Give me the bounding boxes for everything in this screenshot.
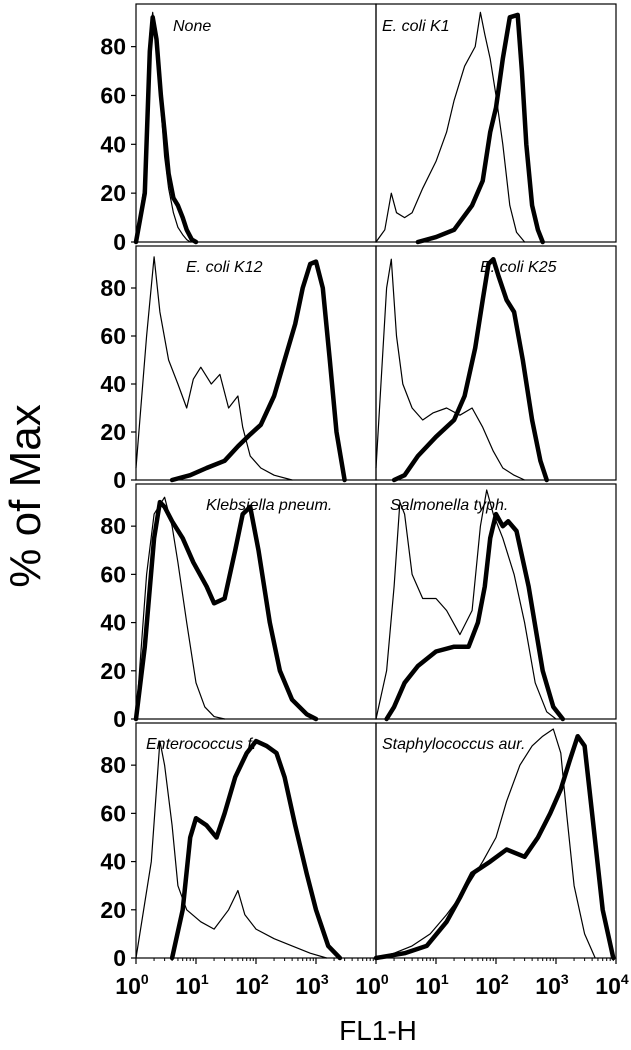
x-tick-label: 101 xyxy=(175,971,209,999)
panel-3: E. coli K12 xyxy=(135,245,377,483)
panel-frame xyxy=(375,245,617,481)
series-line-thick xyxy=(169,259,347,483)
series-line-thick xyxy=(373,733,616,961)
panel-4: E. coli K25 xyxy=(375,245,617,483)
y-tick-label: 0 xyxy=(113,945,126,971)
series-line-thick xyxy=(169,738,343,961)
y-tick-label: 0 xyxy=(113,229,126,255)
series-line-thin xyxy=(375,11,526,243)
panel-frame xyxy=(375,483,617,720)
y-tick-label: 40 xyxy=(100,849,126,875)
y-tick-label: 20 xyxy=(100,419,126,445)
x-tick-label: 100 xyxy=(355,971,389,999)
panels-group: None E. coli K1 E. coli K12 E. coli K25 Kleb… xyxy=(133,3,617,961)
y-tick-label: 40 xyxy=(100,610,126,636)
y-axis-title: % of Max xyxy=(1,404,50,587)
y-tick-label: 20 xyxy=(100,897,126,923)
panel-label: Enterococcus f. xyxy=(146,736,256,753)
panel-label: None xyxy=(173,18,211,35)
panel-label: E. coli K12 xyxy=(186,259,263,276)
series-line-thick xyxy=(384,511,566,722)
x-tick-label: 102 xyxy=(475,971,509,999)
x-tick-label: 104 xyxy=(595,971,629,999)
panel-label: E. coli K1 xyxy=(382,18,450,35)
y-tick-label: 40 xyxy=(100,371,126,397)
panel-frame xyxy=(375,3,617,243)
x-tick-label: 101 xyxy=(415,971,449,999)
x-tick-label: 103 xyxy=(295,971,329,999)
panel-7: Enterococcus f. xyxy=(135,722,377,961)
series-line-thick xyxy=(415,12,545,245)
x-tick-label: 100 xyxy=(115,971,149,999)
y-tick-label: 60 xyxy=(100,323,126,349)
panel-2: E. coli K1 xyxy=(375,3,617,245)
y-tick-label: 60 xyxy=(100,800,126,826)
panel-8: Staphylococcus aur. xyxy=(373,722,617,961)
series-line-thin xyxy=(375,258,526,481)
y-tick-label: 60 xyxy=(100,561,126,587)
y-tick-label: 80 xyxy=(100,513,126,539)
series-line-thin xyxy=(135,256,293,481)
y-tick-label: 40 xyxy=(100,131,126,157)
panel-frame xyxy=(375,722,617,959)
panel-6: Salmonella typh. xyxy=(375,483,617,722)
axes-group: 0 20 40 60 80 0 20 40 60 80 0 20 40 60 80 0 20 40 60 80 100 1… xyxy=(100,34,628,999)
panel-label: Salmonella typh. xyxy=(390,497,508,514)
y-tick-label: 60 xyxy=(100,82,126,108)
x-tick-label: 102 xyxy=(235,971,269,999)
y-tick-label: 80 xyxy=(100,275,126,301)
x-axis-title: FL1-H xyxy=(339,1015,417,1046)
panel-label: E. coli K25 xyxy=(480,259,557,276)
y-tick-label: 20 xyxy=(100,180,126,206)
series-line-thin xyxy=(375,489,557,720)
series-line-thick xyxy=(133,499,319,722)
series-line-thick xyxy=(133,15,199,245)
y-tick-label: 80 xyxy=(100,752,126,778)
panel-frame xyxy=(135,722,377,959)
series-line-thin xyxy=(135,740,328,959)
series-line-thin xyxy=(375,728,596,959)
y-tick-label: 0 xyxy=(113,467,126,493)
panel-5: Klebsiella pneum. xyxy=(133,483,377,722)
panel-label: Klebsiella pneum. xyxy=(206,497,332,514)
x-tick-label: 103 xyxy=(535,971,569,999)
y-tick-label: 20 xyxy=(100,658,126,684)
y-tick-label: 0 xyxy=(113,706,126,732)
series-line-thin xyxy=(135,496,226,720)
panel-1: None xyxy=(133,3,377,245)
y-tick-label: 80 xyxy=(100,34,126,60)
series-line-thick xyxy=(391,256,549,483)
panel-label: Staphylococcus aur. xyxy=(382,736,525,753)
